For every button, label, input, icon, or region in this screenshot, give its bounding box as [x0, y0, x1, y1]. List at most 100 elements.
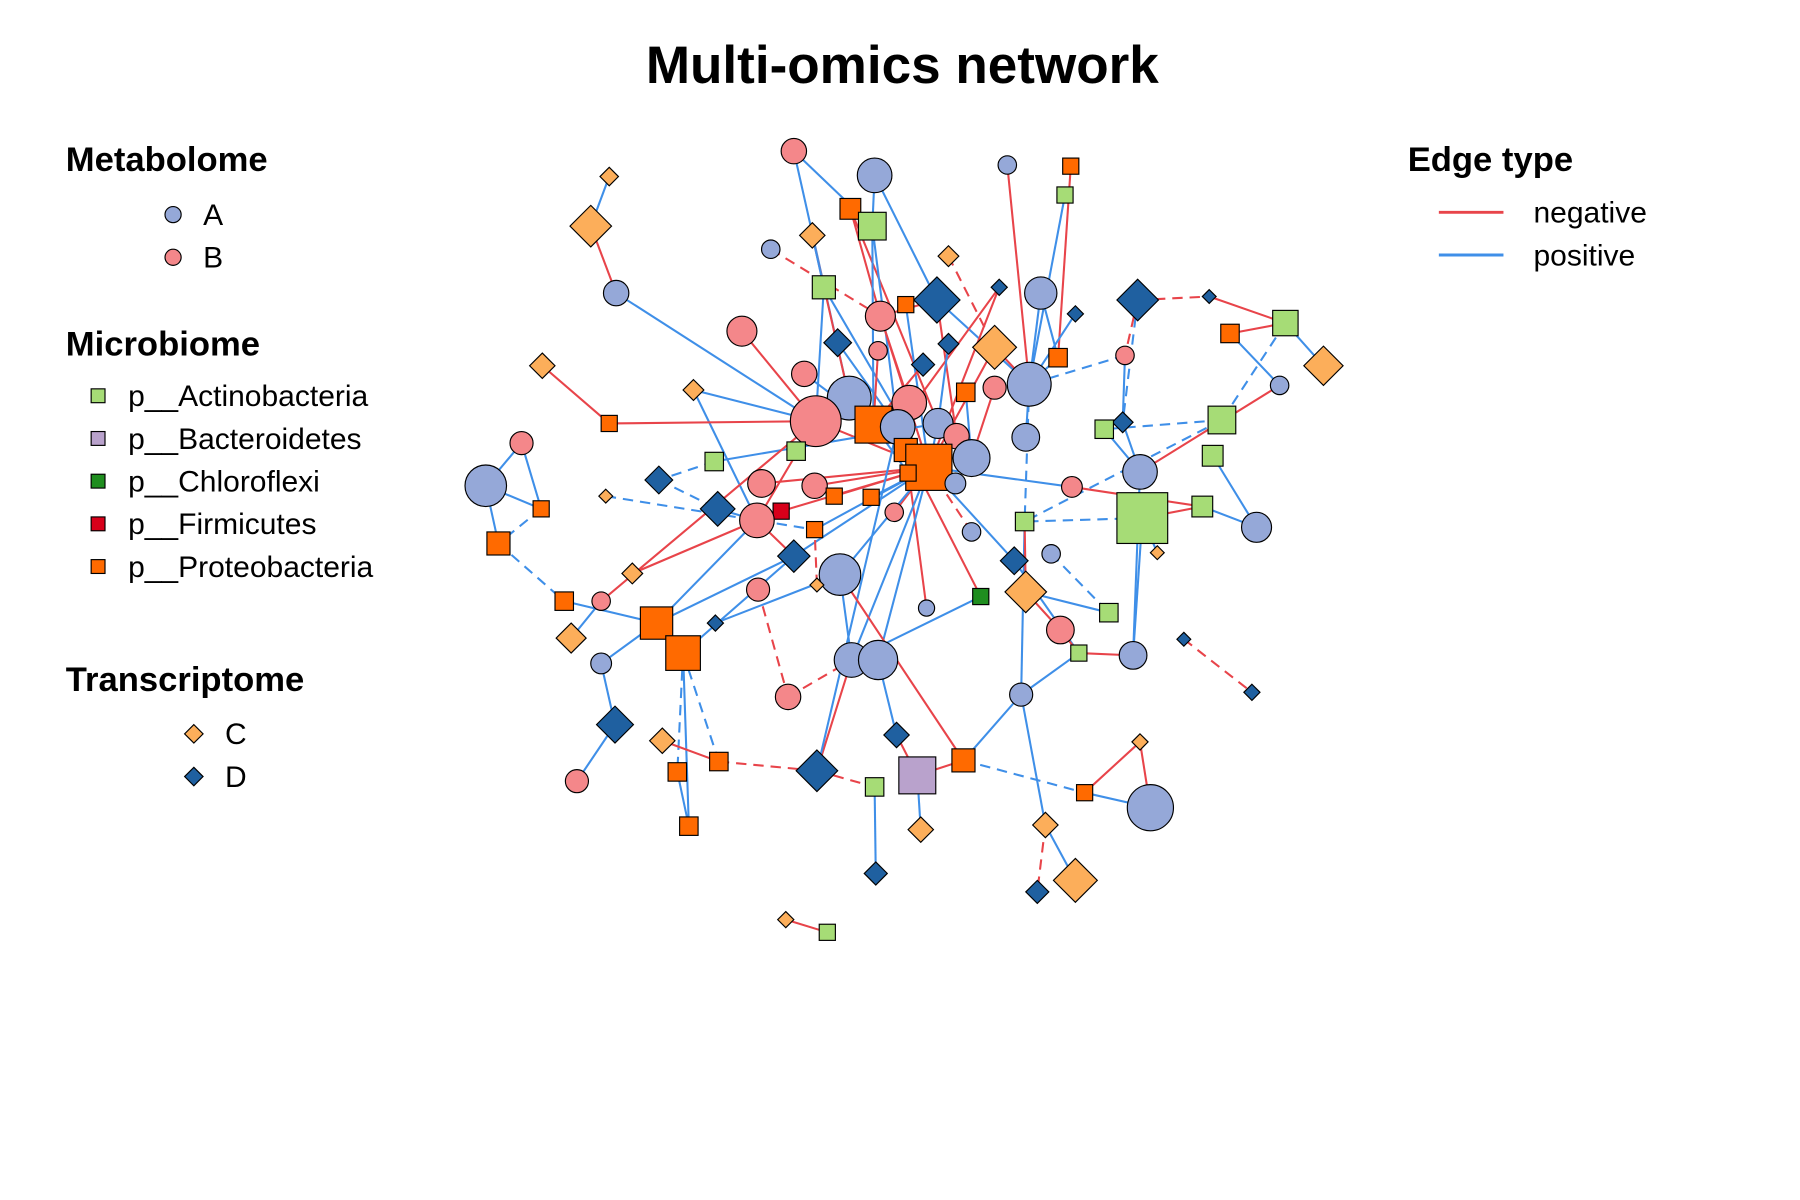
edge-positive	[1023, 384, 1031, 522]
legend-microbiome: Microbiome p__Actinobacteria p__Bacteroid…	[66, 325, 374, 584]
node-D	[863, 861, 889, 886]
edge-negative	[1083, 741, 1141, 794]
edge-positive	[873, 174, 938, 301]
node-A	[590, 652, 613, 675]
node-C	[648, 727, 676, 755]
node-C	[621, 562, 644, 585]
node-C	[555, 622, 587, 654]
edge-positive	[1020, 694, 1047, 826]
node-Bac	[898, 756, 937, 795]
node-D	[883, 721, 911, 749]
node-D	[776, 539, 811, 574]
node-Pro	[600, 414, 618, 433]
node-D	[990, 278, 1009, 297]
edge-positive	[1104, 418, 1223, 431]
edge-negative	[813, 529, 818, 586]
node-A	[1122, 454, 1158, 490]
node-Pro	[825, 487, 843, 505]
node-D	[1066, 304, 1085, 323]
node-Pro	[899, 464, 917, 482]
node-A	[1240, 511, 1273, 543]
node-Pro	[532, 500, 550, 518]
node-Act	[811, 275, 836, 300]
node-Act	[818, 923, 836, 941]
edge-negative	[609, 420, 816, 425]
node-C	[798, 221, 826, 249]
edge-positive	[1050, 553, 1110, 614]
node-Act	[786, 441, 806, 461]
legend-label: A	[203, 199, 223, 232]
node-B	[884, 502, 905, 523]
node-Pro	[679, 816, 699, 836]
node-D	[1116, 278, 1160, 322]
edge-positive	[655, 519, 758, 624]
node-A	[1006, 361, 1052, 407]
edge-positive	[928, 466, 1073, 488]
node-Pro	[839, 197, 862, 220]
legend-label: B	[203, 242, 223, 275]
edge-positive	[1121, 355, 1127, 423]
node-Pro	[951, 748, 976, 773]
node-C	[599, 166, 620, 187]
node-Pro	[639, 606, 674, 640]
legend-symbol-Chl	[90, 473, 106, 489]
node-B	[739, 502, 775, 539]
node-B	[745, 577, 771, 602]
node-D	[1243, 683, 1261, 702]
node-B	[1060, 475, 1083, 498]
node-B	[591, 591, 611, 611]
legend-label: C	[225, 718, 247, 751]
node-A	[1011, 422, 1041, 452]
node-A	[818, 553, 862, 596]
node-C	[1149, 544, 1166, 561]
edge-positive	[676, 653, 685, 772]
node-C	[809, 577, 825, 593]
legend-label: negative	[1533, 197, 1646, 230]
legend-symbol-Bac	[90, 430, 106, 446]
node-layer	[464, 137, 1344, 941]
node-Pro	[667, 762, 688, 782]
node-D	[699, 490, 736, 527]
legend-heading: Microbiome	[66, 325, 260, 363]
node-B	[864, 300, 896, 332]
node-A	[917, 599, 936, 617]
edge-positive	[497, 542, 565, 602]
legend-heading: Transcriptome	[66, 661, 305, 699]
node-D	[937, 332, 960, 356]
edge-positive	[877, 467, 930, 661]
node-C	[1131, 733, 1149, 751]
node-C	[907, 816, 935, 844]
edge-positive	[904, 304, 930, 468]
node-D	[1176, 631, 1192, 647]
edge-negative	[839, 574, 965, 761]
edge-negative	[631, 519, 758, 575]
legend-label: p__Actinobacteria	[128, 380, 368, 413]
node-B	[780, 137, 808, 165]
node-Pro	[554, 591, 575, 611]
node-Act	[1014, 511, 1035, 532]
edge-negative	[541, 364, 610, 425]
node-B	[790, 360, 818, 388]
node-Pro	[665, 635, 701, 671]
node-D	[706, 614, 725, 632]
node-Pro	[1075, 784, 1094, 802]
node-D	[823, 328, 853, 358]
edge-negative	[1036, 824, 1047, 893]
node-A	[760, 239, 781, 260]
edge-negative	[757, 589, 790, 698]
node-Act	[1056, 186, 1074, 204]
node-B	[789, 395, 842, 448]
node-D	[795, 749, 839, 793]
node-Act	[704, 451, 725, 472]
legend-symbol-A	[164, 205, 182, 224]
node-D	[1111, 411, 1134, 434]
node-A	[961, 522, 982, 542]
node-A	[1024, 276, 1058, 310]
node-Pro	[1220, 323, 1240, 344]
edge-negative	[770, 248, 881, 318]
node-Act	[1116, 492, 1169, 545]
node-A	[1118, 640, 1148, 670]
node-Act	[1099, 602, 1119, 623]
node-A	[1041, 544, 1061, 564]
node-Pro	[709, 751, 729, 772]
